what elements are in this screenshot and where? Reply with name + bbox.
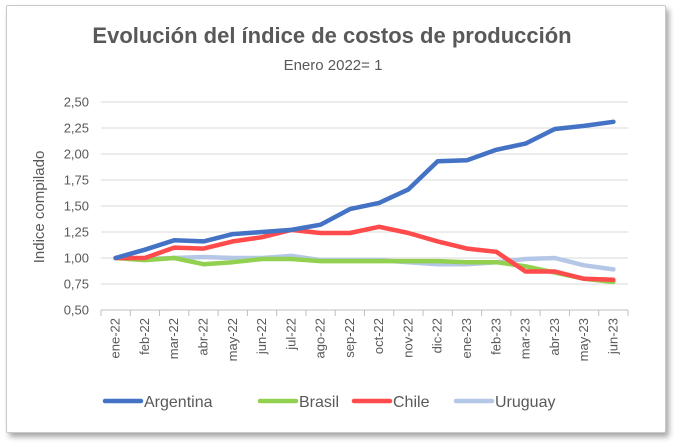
x-tick-label: dic-22 bbox=[430, 318, 445, 353]
x-tick-label: mar-22 bbox=[166, 318, 181, 359]
chart-subtitle: Enero 2022= 1 bbox=[284, 57, 383, 74]
series-line-brasil bbox=[113, 255, 616, 285]
y-tick-label: 0,50 bbox=[64, 303, 89, 318]
x-tick-label: nov-22 bbox=[400, 318, 415, 358]
x-tick-label: ene-22 bbox=[108, 318, 123, 358]
x-tick-label: jun-23 bbox=[605, 318, 620, 355]
legend-label-brasil: Brasil bbox=[299, 394, 339, 411]
y-tick-label: 1,25 bbox=[64, 225, 89, 240]
x-tick-label: mar-23 bbox=[518, 318, 533, 359]
y-tick-label: 1,00 bbox=[64, 251, 89, 266]
chart-title: Evolución del índice de costos de produc… bbox=[92, 23, 571, 48]
y-tick-label: 1,75 bbox=[64, 173, 89, 188]
x-tick-labels: ene-22 feb-22 mar-22 abr-22 may-22 jun-22 jul-… bbox=[108, 318, 621, 361]
y-axis-label: Indice compilado bbox=[31, 151, 48, 264]
x-tick-label: ene-23 bbox=[459, 318, 474, 358]
x-tick-label: sep-22 bbox=[342, 318, 357, 358]
legend-label-chile: Chile bbox=[393, 394, 430, 411]
x-tick-label: jun-22 bbox=[254, 318, 269, 355]
y-tick-labels: 0,50 0,75 1,00 1,25 1,50 1,75 2,00 2,25 2,50 bbox=[64, 95, 89, 318]
series-line-chile bbox=[113, 224, 616, 283]
legend-label-uruguay: Uruguay bbox=[495, 394, 555, 411]
x-tick-label: feb-22 bbox=[137, 318, 152, 355]
y-tick-label: 2,50 bbox=[64, 95, 89, 110]
legend: Argentina Brasil Chile Uruguay bbox=[102, 394, 555, 411]
x-tick-label: ago-22 bbox=[313, 318, 328, 358]
series-lines bbox=[113, 119, 616, 285]
x-tick-label: oct-22 bbox=[371, 318, 386, 354]
y-tick-label: 2,00 bbox=[64, 147, 89, 162]
series-line-argentina bbox=[113, 119, 616, 261]
x-tick-label: abr-22 bbox=[195, 318, 210, 356]
x-tick-label: jul-22 bbox=[283, 318, 298, 351]
y-tick-label: 2,25 bbox=[64, 121, 89, 136]
x-tick-label: may-22 bbox=[225, 318, 240, 361]
x-tick-label: abr-23 bbox=[547, 318, 562, 356]
y-tick-label: 0,75 bbox=[64, 277, 89, 292]
gridlines bbox=[100, 101, 629, 316]
legend-label-argentina: Argentina bbox=[144, 394, 213, 411]
x-tick-label: may-23 bbox=[576, 318, 591, 361]
x-tick-label: feb-23 bbox=[488, 318, 503, 355]
y-tick-label: 1,50 bbox=[64, 199, 89, 214]
